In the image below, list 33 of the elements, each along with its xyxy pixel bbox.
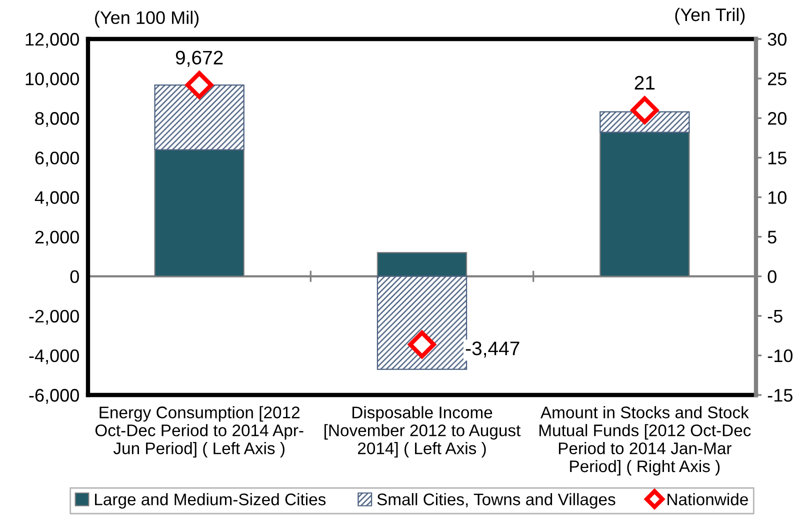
y2-tick-label: 30 xyxy=(768,32,786,46)
y2-tick-label: 20 xyxy=(768,112,786,125)
y-tick-label: -4,000 xyxy=(29,349,79,364)
y2-axis-title: (Yen Tril) xyxy=(675,8,745,25)
data-label: -3,447 xyxy=(466,342,520,358)
y2-tick-label: 10 xyxy=(768,191,786,204)
y-tick-label: 2,000 xyxy=(35,230,79,246)
y2-tick-label: 5 xyxy=(768,230,776,244)
x-tick-label: Amount in Stocks and Stock Mutual Funds [2012 Oct-Dec Period to 2014 Jan-Mar Period] ( Right Axis ) xyxy=(540,406,751,476)
bar xyxy=(376,276,468,370)
y2-tick-label: -5 xyxy=(768,310,782,323)
y-tick-label: -2,000 xyxy=(29,310,79,325)
y2-tick-label: -10 xyxy=(768,349,792,362)
legend-label: Nationwide xyxy=(668,493,748,506)
y-axis-title: (Yen 100 Mil) xyxy=(95,10,199,28)
data-label: 21 xyxy=(634,76,655,90)
legend-label: Large and Medium-Sized Cities xyxy=(95,493,326,509)
y-tick-label: 8,000 xyxy=(35,112,79,127)
x-tick-label: Disposable Income [November 2012 to August 2014] ( Left Axis ) xyxy=(324,406,521,458)
y2-tick-label: 15 xyxy=(768,152,786,164)
y-tick-label: 10,000 xyxy=(26,72,79,88)
y-tick-label: 0 xyxy=(70,270,79,284)
data-label: 9,672 xyxy=(176,50,223,67)
bar xyxy=(154,84,244,150)
x-tick-label: Energy Consumption [2012 Oct-Dec Period to 2014 Apr-Jun Period] ( Left Axis ) xyxy=(95,406,304,458)
y-tick-label: 6,000 xyxy=(35,152,79,167)
y-tick-label: 4,000 xyxy=(34,191,79,206)
y-tick-label: -6,000 xyxy=(29,388,79,404)
legend-label: Small Cities, Towns and Villages xyxy=(377,493,616,509)
y2-tick-label: -15 xyxy=(768,389,792,402)
y2-tick-label: 25 xyxy=(768,72,786,86)
y2-tick-label: 0 xyxy=(768,270,776,284)
y-tick-label: 12,000 xyxy=(26,32,79,48)
